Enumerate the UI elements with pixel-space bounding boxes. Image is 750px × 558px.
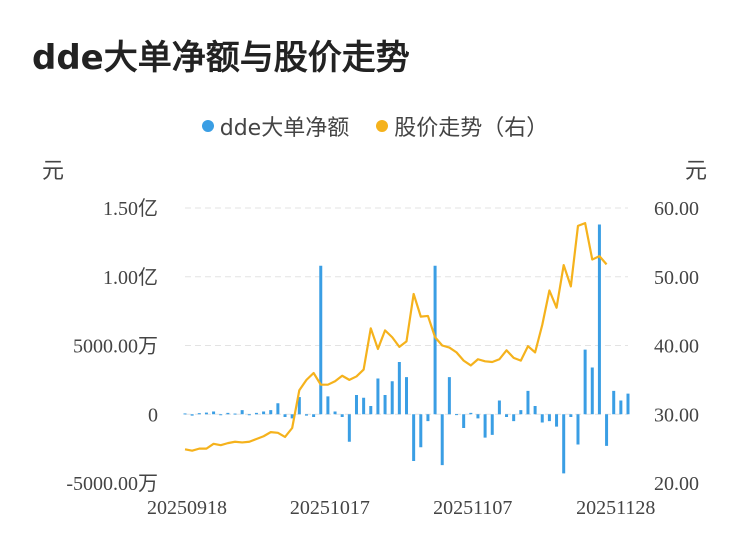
bar-dde — [483, 414, 487, 438]
bar-dde — [412, 414, 416, 461]
bar-dde — [626, 393, 630, 415]
bar-dde — [383, 395, 387, 415]
bar-dde — [555, 414, 559, 427]
legend-dot-dde-icon — [201, 120, 214, 132]
x-tick-label: 20251017 — [290, 497, 370, 519]
left-tick-label: 0 — [148, 404, 158, 426]
bar-dde — [390, 381, 394, 415]
bar-dde — [254, 412, 258, 415]
left-tick-label: 1.00亿 — [103, 266, 158, 289]
bar-dde — [240, 410, 244, 415]
bar-dde — [590, 367, 594, 415]
bar-dde — [233, 413, 237, 415]
bar-dde — [469, 412, 473, 415]
left-tick-label: 5000.00万 — [73, 336, 158, 358]
bar-dde — [576, 414, 580, 445]
x-tick-label: 20251107 — [433, 497, 512, 519]
bar-dde — [419, 414, 423, 448]
legend-label-dde: dde大单净额 — [219, 116, 350, 141]
bar-dde — [247, 414, 251, 416]
bar-dde — [304, 414, 308, 416]
right-tick-label: 50.00 — [654, 267, 699, 289]
bar-dde — [404, 377, 409, 415]
bar-dde — [376, 378, 380, 415]
bar-dde — [497, 400, 501, 415]
bar-dde — [212, 411, 216, 415]
bar-dde — [455, 414, 459, 416]
bar-dde — [312, 414, 316, 417]
legend-item-dde[interactable]: dde大单净额 — [201, 110, 350, 142]
bar-dde — [333, 411, 337, 415]
price-line — [184, 222, 608, 452]
bar-dde — [619, 400, 623, 415]
bar-dde — [226, 412, 230, 415]
bar-dde — [447, 377, 451, 415]
bar-dde — [183, 413, 187, 415]
bar-dde — [319, 265, 323, 415]
page-title: dde大单净额与股价走势 — [32, 38, 410, 78]
bar-dde — [190, 414, 194, 416]
right-unit-label: 元 — [685, 159, 707, 184]
bar-dde — [512, 414, 516, 422]
bar-dde — [204, 412, 208, 415]
bar-dde — [397, 362, 401, 415]
bar-dde — [540, 414, 544, 423]
bar-dde — [283, 414, 287, 417]
bar-dde — [347, 414, 351, 442]
bar-dde — [297, 397, 301, 415]
bar-dde — [526, 390, 530, 415]
bar-dde — [369, 406, 373, 415]
left-unit-label: 元 — [42, 159, 64, 184]
bar-dde — [269, 410, 273, 415]
bar-dde — [276, 403, 280, 415]
x-tick-label: 20251128 — [576, 497, 655, 519]
bar-dde — [440, 414, 444, 466]
right-tick-label: 60.00 — [654, 198, 699, 220]
bar-dde — [362, 397, 366, 415]
legend-dot-price-icon — [376, 120, 389, 132]
right-tick-label: 40.00 — [654, 336, 699, 358]
legend-label-price: 股价走势（右） — [394, 116, 549, 141]
bar-dde — [219, 414, 223, 416]
bar-dde — [505, 414, 509, 417]
bar-dde — [583, 349, 587, 415]
bar-dde — [426, 414, 430, 422]
bar-dde — [490, 414, 494, 435]
bar-dde — [462, 414, 466, 428]
bar-dde — [262, 411, 266, 415]
bar-dde — [290, 414, 294, 419]
bar-dde — [476, 414, 480, 419]
right-tick-label: 30.00 — [654, 404, 699, 426]
bar-dde — [562, 414, 566, 474]
bar-dde — [605, 414, 609, 446]
bar-dde — [197, 413, 201, 415]
left-tick-label: 1.50亿 — [103, 197, 158, 220]
left-tick-label: -5000.00万 — [66, 473, 158, 495]
bar-dde — [433, 265, 437, 415]
bar-dde — [569, 414, 573, 417]
bar-dde — [597, 224, 601, 415]
bar-dde — [612, 390, 616, 415]
x-tick-label: 20250918 — [147, 497, 227, 519]
bar-dde — [340, 414, 344, 417]
right-tick-label: 20.00 — [654, 473, 699, 495]
legend: dde大单净额 股价走势（右） — [0, 110, 750, 142]
bar-dde — [326, 396, 330, 415]
bar-dde — [354, 395, 358, 415]
bar-dde — [547, 414, 551, 422]
legend-item-price[interactable]: 股价走势（右） — [376, 110, 548, 142]
bar-dde — [533, 406, 537, 415]
bar-dde — [519, 410, 523, 415]
